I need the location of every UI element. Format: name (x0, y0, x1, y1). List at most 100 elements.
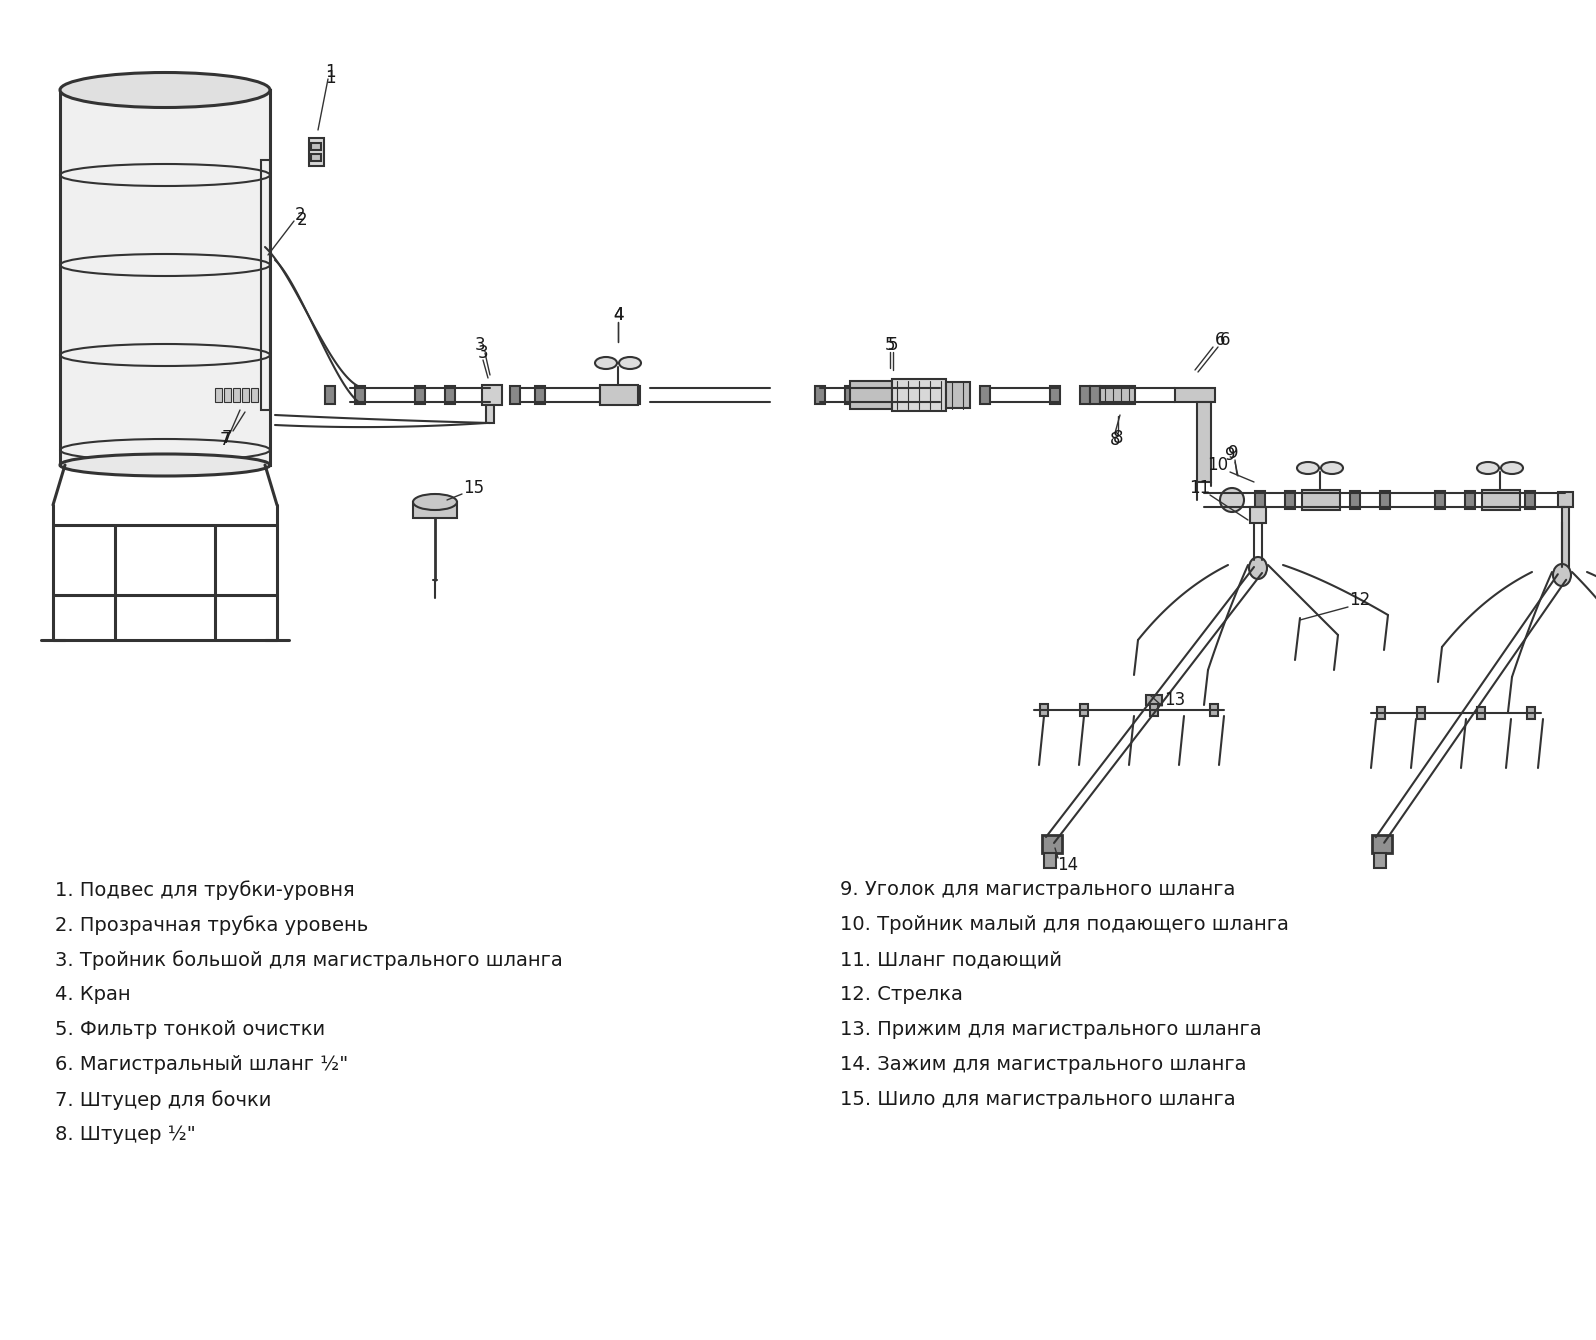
Ellipse shape (619, 356, 642, 368)
Bar (482, 385, 503, 405)
Bar (1527, 708, 1535, 720)
Bar (1558, 492, 1574, 507)
Bar (980, 386, 990, 403)
Bar (851, 381, 892, 409)
Bar (892, 379, 946, 411)
Text: 9. Уголок для магистрального шланга: 9. Уголок для магистрального шланга (839, 880, 1235, 899)
Ellipse shape (1476, 462, 1499, 474)
Bar (1041, 704, 1049, 716)
Bar (1526, 490, 1535, 509)
Bar (326, 386, 335, 403)
Text: 7. Штуцер для бочки: 7. Штуцер для бочки (54, 1089, 271, 1110)
Bar (354, 386, 365, 403)
Bar (243, 389, 249, 402)
Bar (311, 154, 321, 161)
Bar (1175, 389, 1215, 402)
Bar (61, 90, 270, 465)
Text: 11. Шланг подающий: 11. Шланг подающий (839, 950, 1061, 969)
Ellipse shape (1500, 462, 1523, 474)
Text: 7: 7 (220, 431, 230, 449)
Bar (415, 386, 425, 403)
Bar (233, 389, 239, 402)
Text: 4: 4 (613, 306, 624, 324)
Text: 8. Штуцер ½": 8. Штуцер ½" (54, 1126, 196, 1144)
Bar (1044, 854, 1057, 868)
Text: 4. Кран: 4. Кран (54, 985, 131, 1004)
Text: 3: 3 (474, 336, 485, 354)
Text: 3: 3 (477, 344, 488, 362)
Ellipse shape (1321, 462, 1342, 474)
Bar (1350, 490, 1360, 509)
Ellipse shape (61, 454, 270, 476)
Bar (1100, 386, 1135, 403)
Bar (223, 389, 231, 402)
Bar (487, 405, 495, 423)
Ellipse shape (61, 72, 270, 107)
Text: 2. Прозрачная трубка уровень: 2. Прозрачная трубка уровень (54, 915, 369, 935)
Text: 11: 11 (1189, 478, 1211, 497)
Text: 12. Стрелка: 12. Стрелка (839, 985, 962, 1004)
Bar (413, 502, 456, 519)
Text: 9: 9 (1224, 446, 1235, 464)
Text: 1. Подвес для трубки-уровня: 1. Подвес для трубки-уровня (54, 880, 354, 899)
Bar (535, 386, 544, 403)
Ellipse shape (1219, 488, 1243, 512)
Text: 6: 6 (1219, 331, 1231, 348)
Text: 9: 9 (1227, 444, 1238, 462)
Text: 5. Фильтр тонкой очистки: 5. Фильтр тонкой очистки (54, 1020, 326, 1038)
Bar (310, 138, 324, 166)
Bar (1197, 402, 1211, 482)
Ellipse shape (595, 356, 618, 368)
Bar (1210, 704, 1218, 716)
Bar (1042, 835, 1061, 854)
Bar (215, 389, 222, 402)
Bar (946, 382, 970, 407)
Text: 12: 12 (1349, 591, 1371, 608)
Text: 3. Тройник большой для магистрального шланга: 3. Тройник большой для магистрального шл… (54, 950, 563, 970)
Bar (511, 386, 520, 403)
Text: 5: 5 (887, 336, 899, 354)
Bar (445, 386, 455, 403)
Bar (1562, 507, 1569, 567)
Bar (1080, 704, 1088, 716)
Bar (1417, 708, 1425, 720)
Bar (1465, 490, 1475, 509)
Bar (1090, 386, 1100, 403)
Bar (630, 386, 640, 403)
Ellipse shape (1553, 564, 1570, 586)
Bar (600, 386, 610, 403)
Bar (950, 386, 961, 403)
Text: 5: 5 (884, 336, 895, 354)
Text: 13: 13 (1165, 691, 1186, 709)
Bar (311, 143, 321, 150)
Bar (1373, 835, 1392, 854)
Bar (1302, 490, 1341, 511)
Bar (1377, 708, 1385, 720)
Text: 14: 14 (1058, 856, 1079, 874)
Text: 2: 2 (297, 210, 308, 229)
Bar (600, 385, 638, 405)
Text: 8: 8 (1112, 429, 1124, 448)
Text: 6. Магистральный шланг ½": 6. Магистральный шланг ½" (54, 1055, 348, 1073)
Bar (1381, 490, 1390, 509)
Text: 1: 1 (324, 63, 335, 80)
Bar (816, 386, 825, 403)
Text: 4: 4 (613, 306, 624, 324)
Bar (1476, 708, 1484, 720)
Bar (1250, 507, 1266, 523)
Text: 13. Прижим для магистрального шланга: 13. Прижим для магистрального шланга (839, 1020, 1261, 1038)
Bar (1285, 490, 1294, 509)
Bar (1483, 490, 1519, 511)
Bar (1080, 386, 1090, 403)
Text: 1: 1 (324, 68, 335, 87)
Bar (1146, 695, 1162, 705)
Text: 15. Шило для магистрального шланга: 15. Шило для магистрального шланга (839, 1089, 1235, 1110)
Text: 10. Тройник малый для подающего шланга: 10. Тройник малый для подающего шланга (839, 915, 1290, 934)
Bar (844, 386, 855, 403)
Bar (251, 389, 259, 402)
Text: 8: 8 (1109, 431, 1120, 449)
Text: 2: 2 (295, 206, 305, 224)
Text: 10: 10 (1208, 456, 1229, 474)
Bar (262, 159, 270, 410)
Bar (1050, 386, 1060, 403)
